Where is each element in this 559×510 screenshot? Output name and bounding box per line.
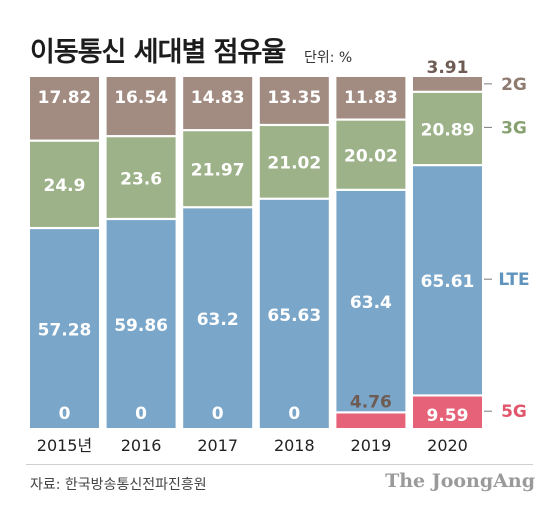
series-label-5g: 5G xyxy=(501,402,527,422)
bar-5g-5 xyxy=(336,413,406,428)
source-note: 자료: 한국방송통신전파진흥원 xyxy=(30,477,207,493)
value-label-2g-6: 3.91 xyxy=(427,58,469,78)
value-label-2g-5: 11.83 xyxy=(344,88,398,108)
bar-3g-1 xyxy=(30,141,99,227)
footer-divider xyxy=(26,464,533,465)
value-label-5g-1: 0 xyxy=(59,404,71,424)
value-label-5g-2: 0 xyxy=(135,404,147,424)
category-label-5: 2019 xyxy=(351,436,392,455)
value-label-5g-6: 9.59 xyxy=(427,406,469,426)
series-label-3g: 3G xyxy=(501,118,527,138)
bar-lte-5 xyxy=(336,190,406,412)
bar-5g-6 xyxy=(413,396,482,428)
value-label-3g-4: 21.02 xyxy=(267,154,321,174)
value-label-lte-5: 63.4 xyxy=(350,293,392,313)
bar-3g-3 xyxy=(183,131,253,207)
value-label-3g-6: 20.89 xyxy=(421,120,475,140)
bar-2g-4 xyxy=(259,77,329,124)
value-label-2g-2: 16.54 xyxy=(114,88,168,108)
value-label-lte-1: 57.28 xyxy=(38,320,92,340)
bar-2g-1 xyxy=(30,77,99,140)
bar-2g-6 xyxy=(413,77,482,91)
bar-2g-5 xyxy=(336,76,406,119)
bar-lte-3 xyxy=(183,208,253,428)
bar-lte-1 xyxy=(30,229,99,428)
value-label-3g-5: 20.02 xyxy=(344,147,398,167)
bar-3g-6 xyxy=(413,92,482,165)
bar-2g-2 xyxy=(106,77,176,136)
category-label-2: 2016 xyxy=(121,436,162,455)
value-label-2g-4: 13.35 xyxy=(267,88,321,108)
brand-logo: The JoongAng xyxy=(385,470,535,492)
category-label-1: 2015년 xyxy=(37,436,92,455)
bar-3g-5 xyxy=(336,120,406,189)
value-label-5g-5: 4.76 xyxy=(350,392,392,412)
category-label-3: 2017 xyxy=(197,436,238,455)
category-label-6: 2020 xyxy=(427,436,468,455)
value-label-3g-1: 24.9 xyxy=(44,176,86,196)
bar-3g-2 xyxy=(106,137,176,218)
value-label-2g-1: 17.82 xyxy=(38,88,92,108)
value-label-lte-2: 59.86 xyxy=(114,316,168,336)
stacked-bar-chart: 0 57.28 24.9 17.82 0 59.86 23.6 16.54 0 63.2 21.97… xyxy=(30,58,530,455)
value-label-3g-3: 21.97 xyxy=(191,161,245,181)
bar-2g-3 xyxy=(183,77,253,130)
series-label-2g: 2G xyxy=(501,75,527,95)
bar-lte-6 xyxy=(413,166,482,395)
category-label-4: 2018 xyxy=(274,436,315,455)
unit-label: 단위: % xyxy=(304,50,353,66)
series-label-lte: LTE xyxy=(498,270,529,290)
bar-3g-4 xyxy=(259,126,329,198)
value-label-lte-4: 65.63 xyxy=(267,306,321,326)
value-label-2g-3: 14.83 xyxy=(191,88,245,108)
value-label-3g-2: 23.6 xyxy=(120,169,162,189)
bar-lte-4 xyxy=(259,199,329,428)
bar-lte-2 xyxy=(106,220,176,428)
chart-title: 이동통신 세대별 점유율 xyxy=(30,37,286,68)
value-label-lte-3: 63.2 xyxy=(197,310,239,330)
value-label-5g-3: 0 xyxy=(212,404,224,424)
value-label-lte-6: 65.61 xyxy=(421,272,475,292)
value-label-5g-4: 0 xyxy=(288,404,300,424)
